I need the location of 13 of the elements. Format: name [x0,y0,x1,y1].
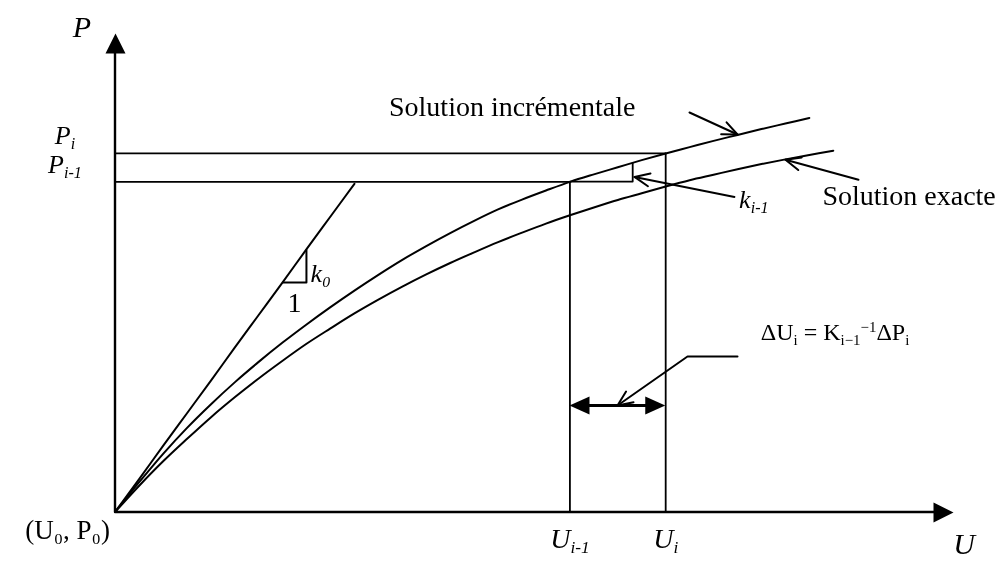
ref-line-label: P$_{i-1}$ [48,149,82,181]
annotation: k$_{i-1}$ [739,185,769,217]
y-axis-title: P [72,10,92,44]
x-axis-title: U [953,527,975,561]
x-tick-label: U$_{i}$ [653,523,679,558]
series-label: Solution exacte [822,180,996,212]
legend-label: Solution incrémentale [389,91,636,123]
ref-line-label: P$_{i}$ [54,121,76,152]
x-tick-label: U$_{i-1}$ [550,523,590,558]
annotation: 1 [287,287,302,319]
annotation: k₀ [310,259,332,289]
annotation: ΔU$_{i}$ = K$_{i−1}$$^{−1}$ΔP$_{i}$ [760,318,910,348]
text: (U₀, P₀) [25,514,110,545]
